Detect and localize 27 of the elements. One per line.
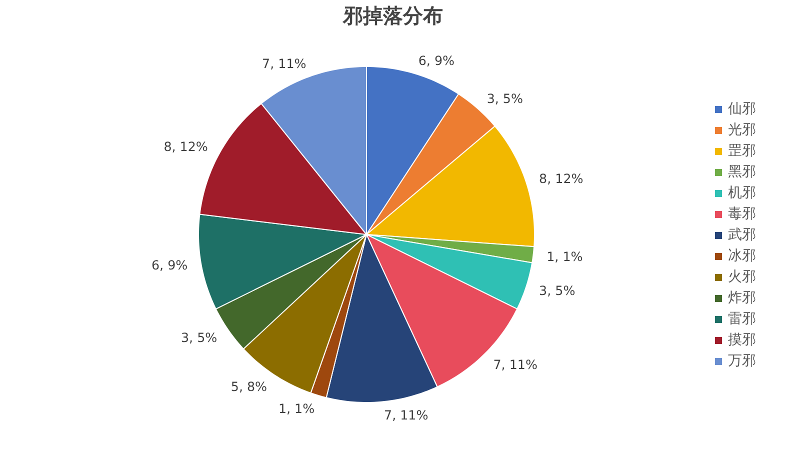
data-label: 5, 8% — [230, 378, 268, 394]
data-label: 3, 5% — [486, 91, 524, 106]
legend-label: 摸邪 — [728, 331, 756, 349]
legend-label: 万邪 — [728, 352, 756, 370]
data-label: 3, 5% — [539, 283, 576, 298]
data-label: 8, 12% — [539, 170, 584, 186]
data-label: 7, 11% — [384, 408, 428, 423]
data-label: 1, 1% — [546, 248, 583, 264]
data-label: 7, 11% — [493, 356, 538, 372]
legend-label: 光邪 — [728, 121, 756, 139]
legend-label: 黑邪 — [728, 163, 756, 181]
data-label: 1, 1% — [278, 400, 315, 416]
data-label: 6, 9% — [151, 258, 188, 273]
legend-label: 炸邪 — [728, 289, 756, 307]
legend-label: 毒邪 — [728, 205, 756, 223]
legend-label: 冰邪 — [728, 247, 756, 265]
legend-label: 雷邪 — [728, 310, 756, 328]
legend-label: 武邪 — [728, 226, 756, 244]
chart-title: 邪掉落分布 — [342, 4, 443, 28]
legend-label: 机邪 — [728, 184, 756, 202]
data-label: 7, 11% — [262, 56, 306, 71]
data-label: 6, 9% — [418, 53, 455, 68]
legend-label: 仙邪 — [728, 100, 756, 118]
data-label: 8, 12% — [164, 138, 208, 154]
legend-label: 火邪 — [728, 268, 756, 286]
data-label: 3, 5% — [181, 330, 218, 346]
legend-label: 罡邪 — [728, 142, 756, 160]
